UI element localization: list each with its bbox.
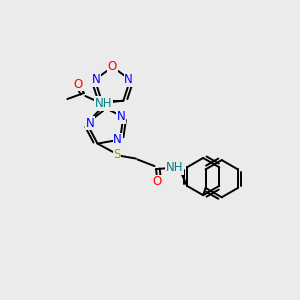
Text: S: S <box>113 148 121 161</box>
Text: N: N <box>85 117 94 130</box>
Text: O: O <box>74 77 83 91</box>
Text: N: N <box>113 133 122 146</box>
Text: N: N <box>116 110 125 123</box>
Text: O: O <box>153 176 162 188</box>
Text: NH: NH <box>166 161 183 174</box>
Text: NH: NH <box>94 97 112 110</box>
Text: N: N <box>92 73 101 86</box>
Text: O: O <box>108 60 117 74</box>
Text: N: N <box>124 73 133 86</box>
